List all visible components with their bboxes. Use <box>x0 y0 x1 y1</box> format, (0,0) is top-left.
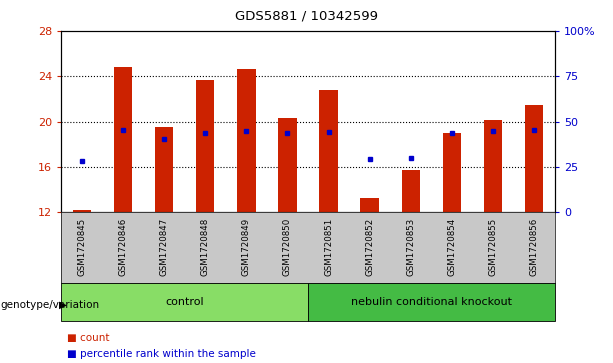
Text: nebulin conditional knockout: nebulin conditional knockout <box>351 297 512 307</box>
Text: GSM1720854: GSM1720854 <box>447 218 457 276</box>
Text: GSM1720847: GSM1720847 <box>159 218 169 276</box>
Bar <box>443 133 461 212</box>
Text: GDS5881 / 10342599: GDS5881 / 10342599 <box>235 9 378 22</box>
Text: GSM1720853: GSM1720853 <box>406 218 416 276</box>
Text: GSM1720846: GSM1720846 <box>118 218 128 276</box>
Bar <box>402 170 420 212</box>
Bar <box>114 67 132 212</box>
Text: GSM1720848: GSM1720848 <box>200 218 210 276</box>
Text: GSM1720850: GSM1720850 <box>283 218 292 276</box>
Bar <box>196 79 215 212</box>
Text: GSM1720849: GSM1720849 <box>242 218 251 276</box>
Bar <box>155 127 173 212</box>
Bar <box>525 105 544 212</box>
Text: ■ percentile rank within the sample: ■ percentile rank within the sample <box>67 349 256 359</box>
Text: GSM1720845: GSM1720845 <box>77 218 86 276</box>
Text: GSM1720855: GSM1720855 <box>489 218 498 276</box>
Text: genotype/variation: genotype/variation <box>1 300 100 310</box>
Text: GSM1720852: GSM1720852 <box>365 218 374 276</box>
Text: GSM1720851: GSM1720851 <box>324 218 333 276</box>
Bar <box>319 90 338 212</box>
Bar <box>308 283 555 321</box>
Text: GSM1720856: GSM1720856 <box>530 218 539 276</box>
Bar <box>360 197 379 212</box>
Bar <box>61 283 308 321</box>
Bar <box>237 69 256 212</box>
Text: ▶: ▶ <box>59 300 67 310</box>
Bar <box>278 118 297 212</box>
Text: ■ count: ■ count <box>67 333 110 343</box>
Bar <box>484 121 502 212</box>
Text: control: control <box>166 297 204 307</box>
Bar <box>72 210 91 212</box>
